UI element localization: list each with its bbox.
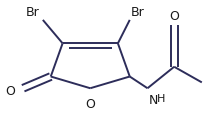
Text: O: O (5, 84, 15, 97)
Text: Br: Br (26, 6, 40, 19)
Text: O: O (85, 97, 95, 110)
Text: Br: Br (131, 6, 145, 19)
Text: N: N (148, 93, 158, 106)
Text: O: O (169, 10, 179, 23)
Text: H: H (156, 93, 165, 103)
